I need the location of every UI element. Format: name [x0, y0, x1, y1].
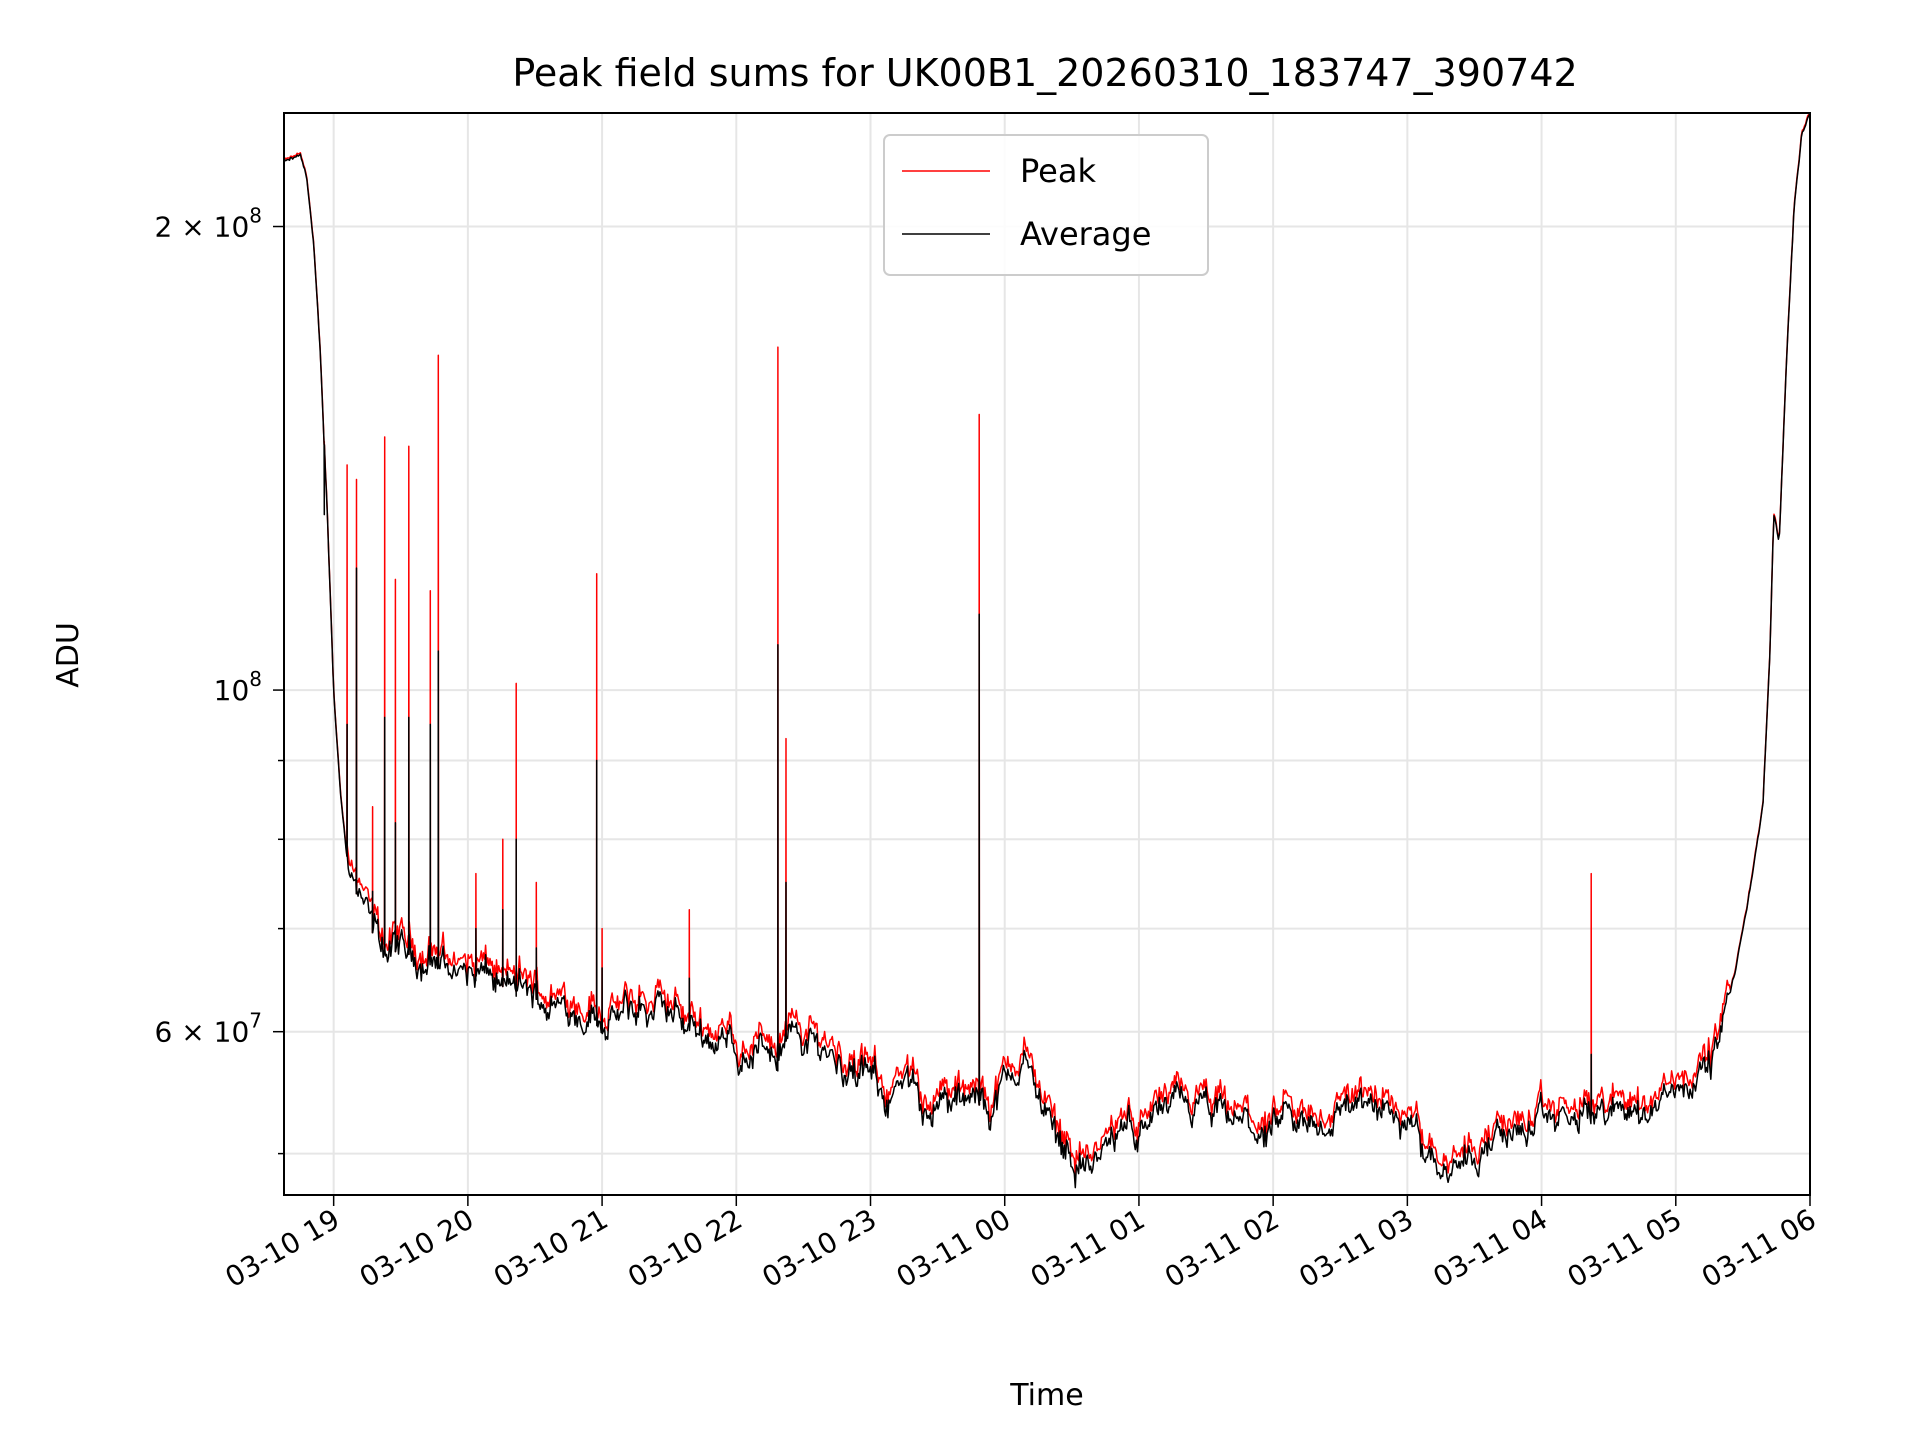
series-line-peak [284, 113, 1810, 1177]
legend-box [883, 134, 1209, 276]
y-tick-label: 6 × 107 [155, 1009, 262, 1049]
y-tick-label: 108 [214, 667, 262, 707]
plot-frame [283, 112, 1811, 1196]
x-axis-label: Time [1009, 1378, 1083, 1413]
y-axis: 6 × 107 108 2 × 108 [155, 204, 284, 1155]
legend: Peak Average [883, 134, 1209, 276]
chart-title: Peak field sums for UK00B1_20260310_1837… [512, 51, 1577, 95]
y-axis-label: ADU [51, 622, 86, 688]
legend-label-average: Average [1020, 215, 1151, 253]
series-line-average [284, 113, 1810, 1189]
legend-label-peak: Peak [1020, 152, 1096, 190]
y-tick-label: 2 × 108 [155, 204, 262, 244]
series-layer [284, 113, 1810, 1189]
